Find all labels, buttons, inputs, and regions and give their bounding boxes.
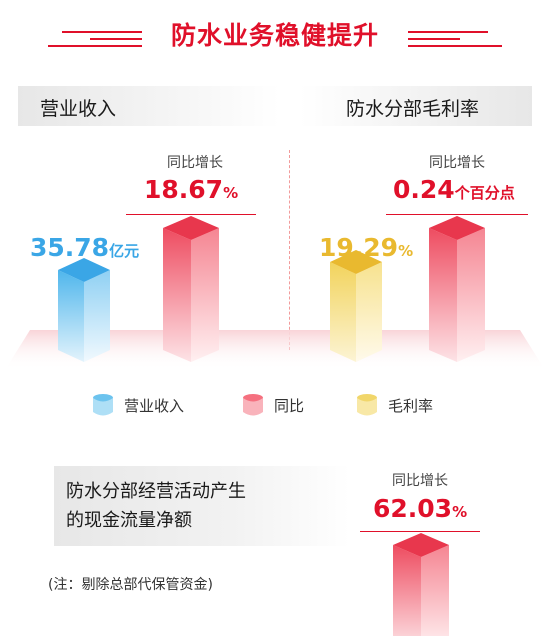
- bar-revenue-top-face: [58, 258, 110, 282]
- title-line-left-2: [90, 38, 142, 40]
- bar-margin: [330, 250, 382, 362]
- bar-revenue-left-face: [58, 270, 84, 362]
- revenue-growth-caption: 同比增长: [167, 155, 223, 171]
- bar-margin-growth-top-face: [429, 216, 485, 240]
- revenue-number: 35.78: [30, 233, 110, 262]
- revenue-growth-unit: %: [223, 184, 239, 202]
- bar-revenue-growth-left-face: [163, 228, 191, 362]
- bar-margin-growth-right-face: [457, 228, 485, 362]
- bar-margin-growth-left-face: [429, 228, 457, 362]
- bar-cashflow-growth: [393, 533, 449, 636]
- title-line-right-3: [408, 45, 502, 47]
- cashflow-label-line2: 的现金流量净额: [66, 510, 192, 531]
- bar-revenue: [58, 258, 110, 362]
- legend-margin: 毛利率: [356, 393, 433, 417]
- title-line-left-3: [48, 45, 142, 47]
- cashflow-growth-value: 62.03%: [373, 494, 467, 523]
- legend-swatch-margin: [357, 394, 377, 416]
- margin-growth-number: 0.24: [393, 175, 455, 204]
- panel-divider: [289, 150, 290, 350]
- cashflow-growth-underline: [360, 531, 480, 532]
- title-line-right-2: [408, 38, 460, 40]
- chart-floor: [5, 330, 545, 370]
- margin-growth-value: 0.24个百分点: [393, 175, 515, 204]
- cashflow-label-bg: [54, 466, 350, 546]
- cashflow-label-line1: 防水分部经营活动产生: [66, 481, 246, 502]
- cashflow-note: (注：剔除总部代保管资金): [48, 577, 213, 593]
- legend-growth-label: 同比: [274, 396, 305, 415]
- revenue-growth-value: 18.67%: [144, 175, 238, 204]
- margin-growth-unit: 个百分点: [454, 184, 515, 202]
- bar-revenue-growth-top-face: [163, 216, 219, 240]
- legend-revenue: 营业收入: [92, 393, 184, 417]
- margin-label-bg: [300, 86, 532, 126]
- revenue-value: 35.78亿元: [30, 233, 139, 262]
- cashflow-growth-number: 62.03: [373, 494, 453, 523]
- bar-revenue-growth-right-face: [191, 228, 219, 362]
- legend-swatch-revenue: [93, 394, 113, 416]
- bar-cashflow-growth-left-face: [393, 545, 421, 636]
- title-line-left-1: [62, 31, 142, 33]
- bar-margin-growth: [429, 216, 485, 362]
- bar-revenue-right-face: [84, 270, 110, 362]
- bar-margin-right-face: [356, 262, 382, 362]
- revenue-unit: 亿元: [109, 242, 140, 260]
- page-title: 防水业务稳健提升: [170, 21, 379, 50]
- legend-swatch-growth: [243, 394, 263, 416]
- margin-growth-underline: [386, 214, 528, 215]
- bar-margin-left-face: [330, 262, 356, 362]
- revenue-label-bg: [18, 86, 280, 126]
- revenue-growth-underline: [126, 214, 256, 215]
- bar-revenue-growth: [163, 216, 219, 362]
- revenue-label: 营业收入: [40, 98, 117, 120]
- bar-margin-top-face: [330, 250, 382, 274]
- cashflow-growth-unit: %: [452, 503, 468, 521]
- margin-label: 防水分部毛利率: [346, 98, 480, 120]
- cashflow-growth-caption: 同比增长: [392, 473, 448, 489]
- margin-unit: %: [398, 242, 414, 260]
- revenue-growth-number: 18.67: [144, 175, 224, 204]
- bar-cashflow-growth-top-face: [393, 533, 449, 557]
- legend-growth: 同比: [242, 393, 304, 417]
- title-line-right-1: [408, 31, 488, 33]
- bar-cashflow-growth-right-face: [421, 545, 449, 636]
- margin-growth-caption: 同比增长: [429, 155, 485, 171]
- legend-margin-label: 毛利率: [388, 396, 434, 415]
- legend-revenue-label: 营业收入: [124, 396, 185, 415]
